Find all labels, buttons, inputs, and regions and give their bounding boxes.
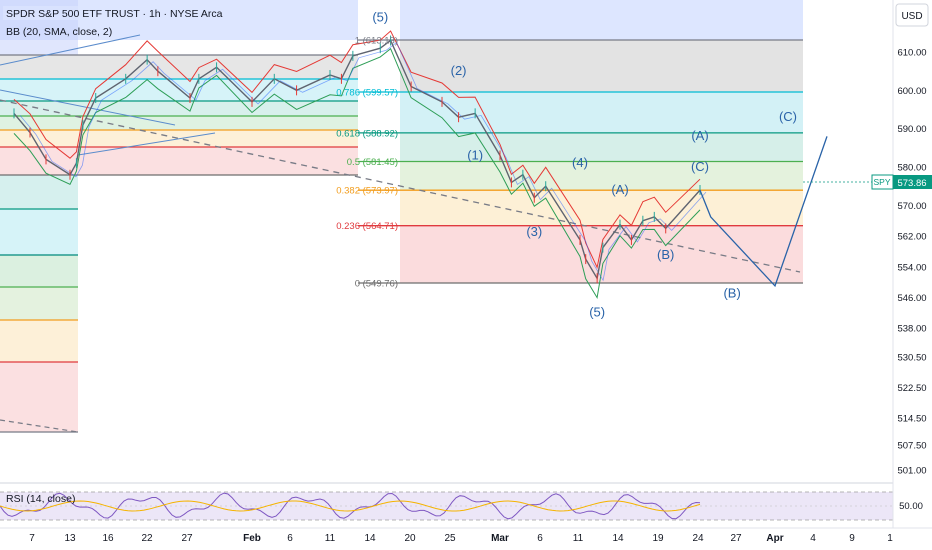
time-tick-label: 24: [692, 533, 704, 544]
indicator-legend: BB (20, SMA, close, 2): [6, 26, 112, 38]
price-tick-label: 522.50: [897, 383, 926, 394]
time-tick-label: 4: [810, 533, 816, 544]
left-fib-zones: [0, 175, 79, 433]
time-zone-highlight-right: [400, 0, 803, 40]
rsi-pane: [0, 482, 893, 521]
fib-zone-0.5: [400, 161, 803, 191]
wave-label: (5): [372, 9, 388, 24]
price-tick-label: 610.00: [897, 48, 926, 59]
fib-label-0.618: 0.618 (588.92): [336, 128, 398, 139]
time-tick-label: 11: [325, 533, 336, 544]
wave-label: (A): [611, 182, 628, 197]
fib-label-0.236: 0.236 (564.71): [336, 221, 398, 232]
time-tick-label: 13: [64, 533, 76, 544]
wave-labels: (1) (2) (3) (4) (5) (A) (B) (A) (C) (B) (C) (5): [372, 9, 797, 319]
fib-label-0.5: 0.5 (581.45): [347, 157, 398, 168]
rsi-line: [0, 492, 701, 520]
wave-label: (1): [467, 147, 483, 162]
chart-legend: SPDR S&P 500 ETF TRUST · 1h · NYSE Arca …: [3, 6, 223, 505]
time-tick-label: 6: [537, 533, 543, 544]
fib-zone-0.618: [400, 132, 803, 162]
time-tick-label: 7: [29, 533, 35, 544]
bollinger-bands: [13, 30, 707, 300]
fib-labels: 1 (613.13) 0.786 (599.57) 0.618 (588.92) 0.…: [336, 35, 398, 289]
wave-projection: [699, 136, 828, 288]
fib-label-0: 0 (549.76): [355, 279, 398, 290]
bb-lower-band: [13, 47, 701, 300]
time-tick-label: 19: [652, 533, 664, 544]
time-tick-label: 25: [444, 533, 456, 544]
bb-upper-band: [13, 30, 701, 269]
wave-label: (3): [526, 224, 542, 239]
time-tick-label: 16: [102, 533, 114, 544]
price-tick-label: 554.00: [897, 262, 926, 273]
time-tick-label: 14: [612, 533, 624, 544]
currency-label: USD: [901, 11, 922, 22]
wave-label: (C): [779, 109, 797, 124]
fib-zone-1: [400, 39, 803, 92]
last-price-tag: SPY 573.86: [803, 174, 932, 190]
price-tick-label: 580.00: [897, 163, 926, 174]
ticker-tag: SPY: [873, 177, 890, 187]
time-axis[interactable]: 7 13 16 22 27 Feb 6 11 14 20 25 Mar 6 11 14 19 24 27 Apr 4 9…: [0, 527, 932, 544]
fib-retracement: [358, 39, 803, 284]
time-tick-label: 9: [849, 533, 855, 544]
price-tick-label: 538.00: [897, 324, 926, 335]
time-tick-label: 20: [404, 533, 416, 544]
wave-label: (2): [451, 63, 467, 78]
time-tick-label: 14: [364, 533, 376, 544]
fib-label-0.382: 0.382 (573.97): [336, 186, 398, 197]
price-tick-label: 600.00: [897, 86, 926, 97]
price-tick-label: 501.00: [897, 466, 926, 477]
fib-zone-0.786: [400, 91, 803, 133]
price-series: [13, 35, 701, 284]
wave-label: (A): [691, 128, 708, 143]
projection-path: [699, 136, 828, 288]
price-tick-label: 514.50: [897, 414, 926, 425]
fib-label-0.786: 0.786 (599.57): [336, 87, 398, 98]
wave-label: (B): [657, 247, 674, 262]
time-tick-label: 6: [287, 533, 293, 544]
price-tick-label: 590.00: [897, 124, 926, 135]
time-tick-label: Mar: [491, 533, 509, 544]
time-tick-label: 11: [573, 533, 584, 544]
middle-fib-zones: [0, 54, 358, 176]
price-tick-label: 570.00: [897, 201, 926, 212]
time-tick-label: 27: [181, 533, 193, 544]
fib-label-1: 1 (613.13): [355, 35, 398, 46]
rsi-ma-line: [0, 500, 701, 512]
time-tick-label: 1: [887, 533, 893, 544]
price-axis[interactable]: 610.00 600.00 590.00 580.00 570.00 562.00 554.…: [892, 0, 932, 528]
bb-basis: [19, 41, 707, 282]
time-tick-label: 22: [141, 533, 153, 544]
wave-label: (C): [691, 159, 709, 174]
rsi-legend: RSI (14, close): [6, 493, 75, 505]
price-line: [13, 39, 701, 281]
symbol-title: SPDR S&P 500 ETF TRUST · 1h · NYSE Arca: [6, 8, 223, 20]
fib-zone-0.382: [400, 190, 803, 226]
wave-label: (4): [572, 155, 588, 170]
last-price-value: 573.86: [897, 178, 926, 189]
currency-box[interactable]: [895, 3, 929, 27]
price-tick-label: 562.00: [897, 232, 926, 243]
time-tick-label: Apr: [766, 533, 783, 544]
price-tick-label: 530.50: [897, 352, 926, 363]
price-tick-label: 546.00: [897, 293, 926, 304]
wave-label: (5): [589, 305, 605, 320]
wave-label: (B): [723, 285, 740, 300]
time-tick-label: Feb: [243, 533, 261, 544]
price-tick-label: 507.50: [897, 441, 926, 452]
time-tick-label: 27: [730, 533, 742, 544]
rsi-value: 50.00: [899, 501, 923, 512]
